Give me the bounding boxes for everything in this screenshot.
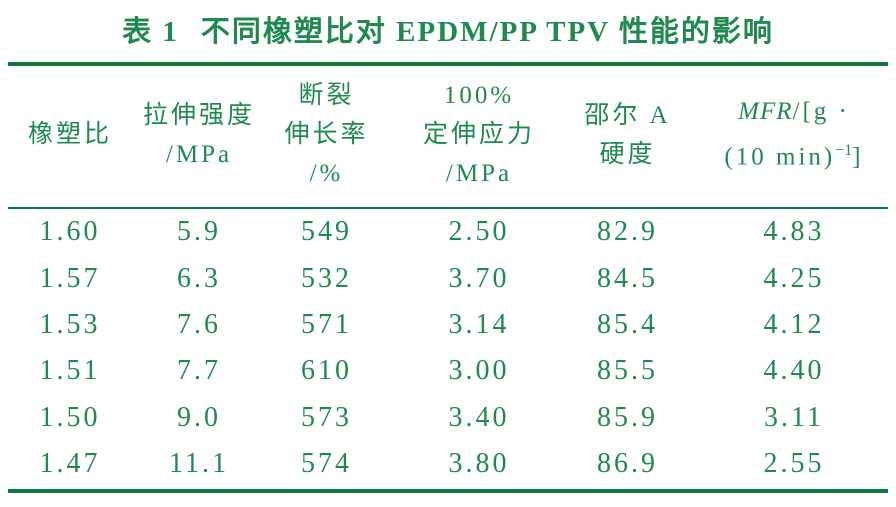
table-cell: 3.70: [448, 262, 510, 294]
table-cell: 2.50: [448, 216, 510, 248]
top-rule: [8, 62, 888, 66]
header-line: 断裂: [298, 82, 355, 109]
header-line: 定伸应力: [422, 121, 535, 148]
header-line: 拉伸强度: [142, 101, 255, 129]
mfr-unit-base: (10 min): [724, 143, 836, 171]
bottom-rule: [8, 489, 888, 494]
header-unit: /MPa: [165, 140, 233, 168]
column-header-rubber-plastic-ratio: 橡塑比: [0, 66, 140, 203]
table-number: 表 1: [122, 16, 179, 48]
table-cell: 1.57: [39, 262, 101, 294]
table-cell: 85.9: [597, 401, 658, 433]
header-unit: /MPa: [445, 160, 513, 187]
table-cell: 610: [301, 355, 352, 387]
table-cell: 3.11: [764, 401, 824, 433]
table-cell: 1.51: [39, 355, 101, 387]
table-cell: 573: [301, 401, 352, 433]
table-cell: 7.6: [177, 308, 221, 340]
column-header-elongation-at-break: 断裂 伸长率 /%: [258, 66, 395, 203]
table-caption: 不同橡塑比对 EPDM/PP TPV 性能的影响: [200, 16, 774, 48]
column-header-mfr: MFR/[g · (10 min)−1]: [692, 66, 896, 203]
table-title: 表 1 不同橡塑比对 EPDM/PP TPV 性能的影响: [0, 0, 896, 52]
table-cell: 5.9: [177, 216, 221, 248]
table-cell: 3.14: [448, 308, 510, 340]
table-cell: 574: [301, 448, 352, 480]
table-cell: 4.83: [763, 216, 825, 248]
table-cell: 85.5: [597, 355, 658, 387]
table-cell: 7.7: [177, 355, 221, 387]
mfr-symbol: MFR: [738, 98, 793, 126]
table-cell: 549: [301, 216, 352, 248]
table-body: 1.60 5.9 549 2.50 82.9 4.83 1.57 6.3 532…: [0, 209, 896, 487]
header-line: MFR/[g ·: [738, 92, 850, 131]
mfr-unit-open: /[g ·: [792, 98, 850, 126]
mfr-unit-close: ]: [852, 143, 864, 171]
table-cell: 3.00: [448, 355, 510, 387]
table-cell: 4.40: [763, 355, 825, 387]
superscript-exponent: −1: [835, 142, 853, 160]
header-line: 硬度: [599, 140, 656, 168]
header-divider-rule: [8, 207, 888, 209]
column-header-100-percent-modulus: 100% 定伸应力 /MPa: [395, 66, 563, 203]
table-cell: 4.12: [763, 308, 825, 340]
table-cell: 4.25: [763, 262, 825, 294]
table-cell: 11.1: [169, 448, 229, 480]
table-cell: 86.9: [597, 448, 658, 480]
table-cell: 3.40: [448, 401, 510, 433]
header-line: 100%: [443, 82, 515, 109]
column-header-tensile-strength: 拉伸强度 /MPa: [140, 66, 258, 203]
table-cell: 1.53: [39, 308, 101, 340]
table-cell: 84.5: [597, 262, 658, 294]
table-cell: 6.3: [177, 262, 221, 294]
table-cell: 82.9: [597, 216, 658, 248]
table-cell: 3.80: [448, 448, 510, 480]
header-unit: (10 min)−1]: [724, 131, 863, 176]
table-cell: 85.4: [597, 308, 658, 340]
header-unit: /%: [309, 160, 344, 187]
header-line: 邵尔 A: [584, 101, 671, 129]
table-cell: 1.60: [39, 216, 101, 248]
table-cell: 1.50: [39, 401, 101, 433]
table-cell: 571: [301, 308, 352, 340]
table-cell: 532: [301, 262, 352, 294]
table-cell: 2.55: [763, 448, 825, 480]
table-cell: 9.0: [177, 401, 221, 433]
column-header-shore-a-hardness: 邵尔 A 硬度: [563, 66, 692, 203]
header-line: 橡塑比: [27, 121, 112, 148]
header-line: 伸长率: [284, 121, 369, 148]
table-cell: 1.47: [39, 448, 101, 480]
table-header-row: 橡塑比 拉伸强度 /MPa 断裂 伸长率 /% 100% 定伸应力 /MPa 邵…: [0, 66, 896, 203]
